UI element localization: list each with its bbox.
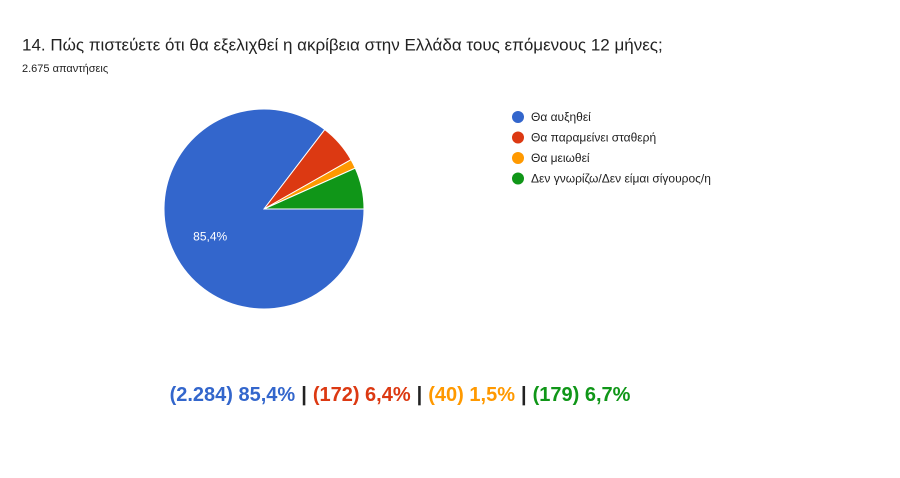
legend-marker	[512, 111, 524, 123]
legend-label: Θα μειωθεί	[531, 151, 590, 165]
legend-marker	[512, 172, 524, 185]
chart-subtitle: 2.675 απαντήσεις	[22, 63, 108, 75]
separator: |	[520, 384, 527, 406]
chart-title: 14. Πώς πιστεύετε ότι θα εξελιχθεί η ακρ…	[22, 35, 663, 54]
summary-item: (40) 1,5%	[428, 384, 515, 406]
summary-item: (179) 6,7%	[532, 384, 631, 406]
summary-item: (2.284) 85,4%	[169, 384, 296, 406]
summary-item: (172) 6,4%	[312, 384, 411, 406]
summary: (2.284) 85,4% | (172) 6,4% | (40) 1,5% | (179)…	[0, 384, 800, 407]
legend-marker	[512, 131, 524, 144]
legend-label: Δεν γνωρίζω/Δεν είμαι σίγουρος/η	[531, 172, 711, 186]
separator: |	[416, 384, 423, 406]
separator: |	[301, 384, 307, 406]
pie-slice	[263, 167, 365, 210]
legend-label: Θα αυξηθεί	[531, 110, 591, 124]
legend-label: Θα παραμείνει σταθερή	[531, 131, 656, 145]
legend-marker	[512, 152, 524, 164]
slice-label: 85,4%	[193, 230, 227, 244]
